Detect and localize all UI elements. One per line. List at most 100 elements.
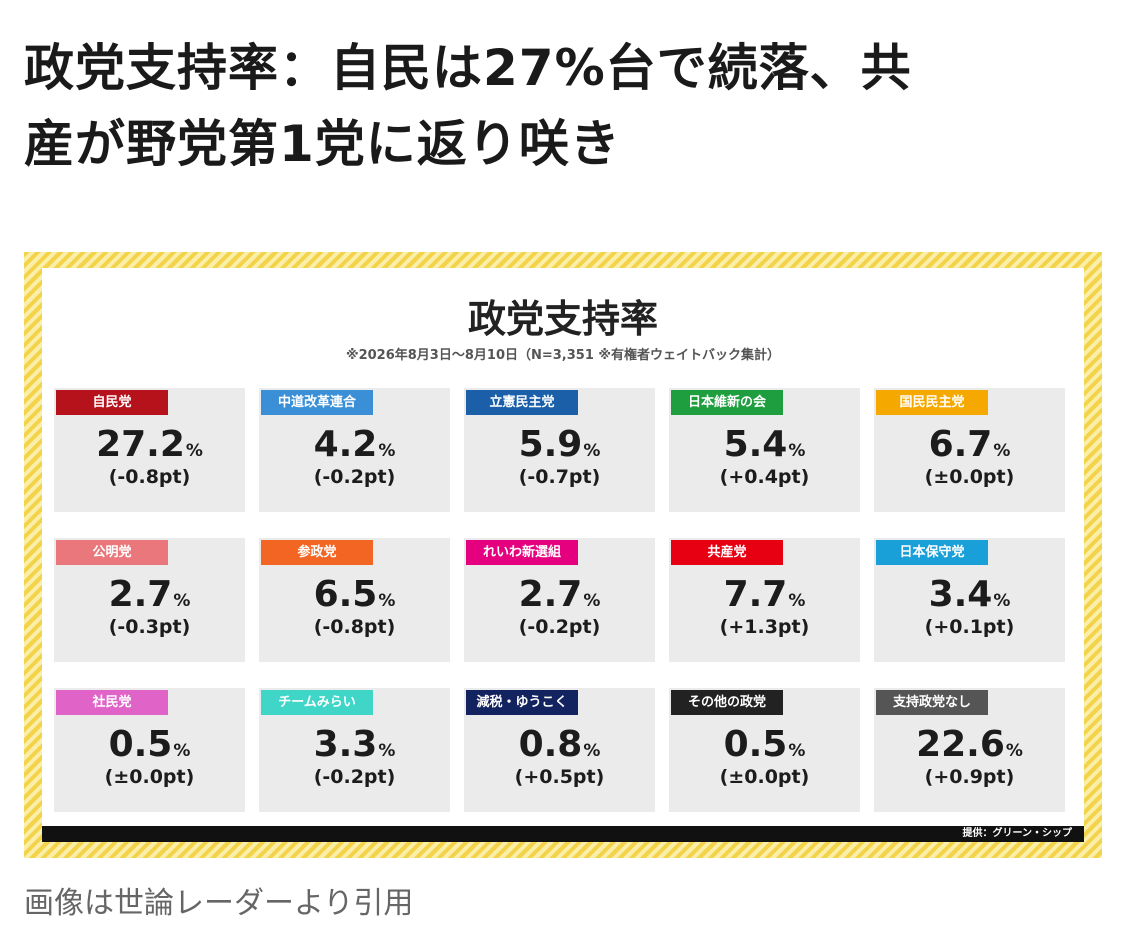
party-box: 社民党 0.5% (±0.0pt)	[54, 688, 245, 812]
party-support-value: 2.7%	[464, 574, 655, 615]
party-change: (+0.1pt)	[924, 616, 1015, 638]
support-unit: %	[788, 591, 806, 611]
party-change: (-0.2pt)	[313, 766, 396, 788]
support-unit: %	[185, 441, 203, 461]
party-box: 減税・ゆうこく 0.8% (+0.5pt)	[464, 688, 655, 812]
party-box: 国民民主党 6.7% (±0.0pt)	[874, 388, 1065, 512]
support-number: 3.3	[313, 724, 378, 765]
party-change: (±0.0pt)	[719, 766, 810, 788]
support-unit: %	[378, 441, 396, 461]
party-support-value: 4.2%	[259, 424, 450, 465]
party-box: 立憲民主党 5.9% (-0.7pt)	[464, 388, 655, 512]
party-support-value: 27.2%	[54, 424, 245, 465]
party-box: 中道改革連合 4.2% (-0.2pt)	[259, 388, 450, 512]
support-number: 7.7	[723, 574, 788, 615]
support-unit: %	[993, 441, 1011, 461]
headline-line-1: 政党支持率：自民は27%台で続落、共	[24, 39, 912, 97]
chart-footer-bar: 提供：グリーン・シップ	[42, 826, 1084, 842]
party-support-value: 3.3%	[259, 724, 450, 765]
party-change: (-0.7pt)	[518, 466, 601, 488]
party-support-value: 0.5%	[54, 724, 245, 765]
support-unit: %	[378, 591, 396, 611]
article-headline: 政党支持率：自民は27%台で続落、共 産が野党第1党に返り咲き	[24, 30, 1104, 182]
party-change: (-0.8pt)	[313, 616, 396, 638]
support-number: 0.8	[518, 724, 583, 765]
support-number: 0.5	[723, 724, 788, 765]
party-support-value: 2.7%	[54, 574, 245, 615]
party-name-tag: 共産党	[671, 540, 783, 565]
chart-credit: 提供：グリーン・シップ	[962, 828, 1073, 839]
party-support-value: 7.7%	[669, 574, 860, 615]
support-unit: %	[583, 741, 601, 761]
party-name-tag: 支持政党なし	[876, 690, 988, 715]
party-support-value: 6.7%	[874, 424, 1065, 465]
party-change: (+0.5pt)	[514, 766, 605, 788]
support-unit: %	[173, 741, 191, 761]
party-name-tag: その他の政党	[671, 690, 783, 715]
support-unit: %	[993, 591, 1011, 611]
party-box: その他の政党 0.5% (±0.0pt)	[669, 688, 860, 812]
support-unit: %	[788, 741, 806, 761]
party-name-tag: 参政党	[261, 540, 373, 565]
party-name-tag: 中道改革連合	[261, 390, 373, 415]
support-number: 6.5	[313, 574, 378, 615]
party-support-value: 5.9%	[464, 424, 655, 465]
party-support-value: 6.5%	[259, 574, 450, 615]
chart-figure: 政党支持率 ※2026年8月3日～8月10日（N=3,351 ※有権者ウェイトバ…	[24, 252, 1102, 858]
party-name-tag: れいわ新選組	[466, 540, 578, 565]
chart-subtitle: ※2026年8月3日～8月10日（N=3,351 ※有権者ウェイトバック集計）	[345, 348, 781, 363]
support-number: 0.5	[108, 724, 173, 765]
support-unit: %	[583, 441, 601, 461]
image-caption: 画像は世論レーダーより引用	[24, 886, 414, 921]
party-name-tag: 立憲民主党	[466, 390, 578, 415]
party-support-value: 22.6%	[874, 724, 1065, 765]
support-number: 2.7	[108, 574, 173, 615]
support-number: 27.2	[96, 424, 185, 465]
party-name-tag: 公明党	[56, 540, 168, 565]
party-support-value: 5.4%	[669, 424, 860, 465]
support-number: 22.6	[916, 724, 1005, 765]
party-support-value: 0.8%	[464, 724, 655, 765]
party-name-tag: 減税・ゆうこく	[466, 690, 578, 715]
party-box: 支持政党なし 22.6% (+0.9pt)	[874, 688, 1065, 812]
support-unit: %	[583, 591, 601, 611]
party-name-tag: チームみらい	[261, 690, 373, 715]
party-change: (-0.8pt)	[108, 466, 191, 488]
support-number: 3.4	[928, 574, 993, 615]
party-box: チームみらい 3.3% (-0.2pt)	[259, 688, 450, 812]
party-change: (-0.3pt)	[108, 616, 191, 638]
support-number: 2.7	[518, 574, 583, 615]
support-unit: %	[1005, 741, 1023, 761]
headline-line-2: 産が野党第1党に返り咲き	[24, 115, 621, 173]
party-change: (±0.0pt)	[924, 466, 1015, 488]
party-change: (+0.9pt)	[924, 766, 1015, 788]
party-change: (-0.2pt)	[313, 466, 396, 488]
party-change: (-0.2pt)	[518, 616, 601, 638]
support-unit: %	[378, 741, 396, 761]
party-box: れいわ新選組 2.7% (-0.2pt)	[464, 538, 655, 662]
party-name-tag: 国民民主党	[876, 390, 988, 415]
party-box: 日本保守党 3.4% (+0.1pt)	[874, 538, 1065, 662]
party-name-tag: 日本維新の会	[671, 390, 783, 415]
support-number: 4.2	[313, 424, 378, 465]
party-box: 自民党 27.2% (-0.8pt)	[54, 388, 245, 512]
party-name-tag: 自民党	[56, 390, 168, 415]
support-number: 5.4	[723, 424, 788, 465]
party-support-value: 3.4%	[874, 574, 1065, 615]
party-box: 共産党 7.7% (+1.3pt)	[669, 538, 860, 662]
support-number: 5.9	[518, 424, 583, 465]
chart-title: 政党支持率	[467, 297, 658, 341]
chart-card: 政党支持率 ※2026年8月3日～8月10日（N=3,351 ※有権者ウェイトバ…	[42, 268, 1084, 842]
support-number: 6.7	[928, 424, 993, 465]
support-unit: %	[173, 591, 191, 611]
party-change: (+1.3pt)	[719, 616, 810, 638]
support-unit: %	[788, 441, 806, 461]
party-name-tag: 日本保守党	[876, 540, 988, 565]
party-change: (±0.0pt)	[104, 766, 195, 788]
party-box: 日本維新の会 5.4% (+0.4pt)	[669, 388, 860, 512]
party-name-tag: 社民党	[56, 690, 168, 715]
party-box: 公明党 2.7% (-0.3pt)	[54, 538, 245, 662]
party-box: 参政党 6.5% (-0.8pt)	[259, 538, 450, 662]
party-support-value: 0.5%	[669, 724, 860, 765]
party-change: (+0.4pt)	[719, 466, 810, 488]
